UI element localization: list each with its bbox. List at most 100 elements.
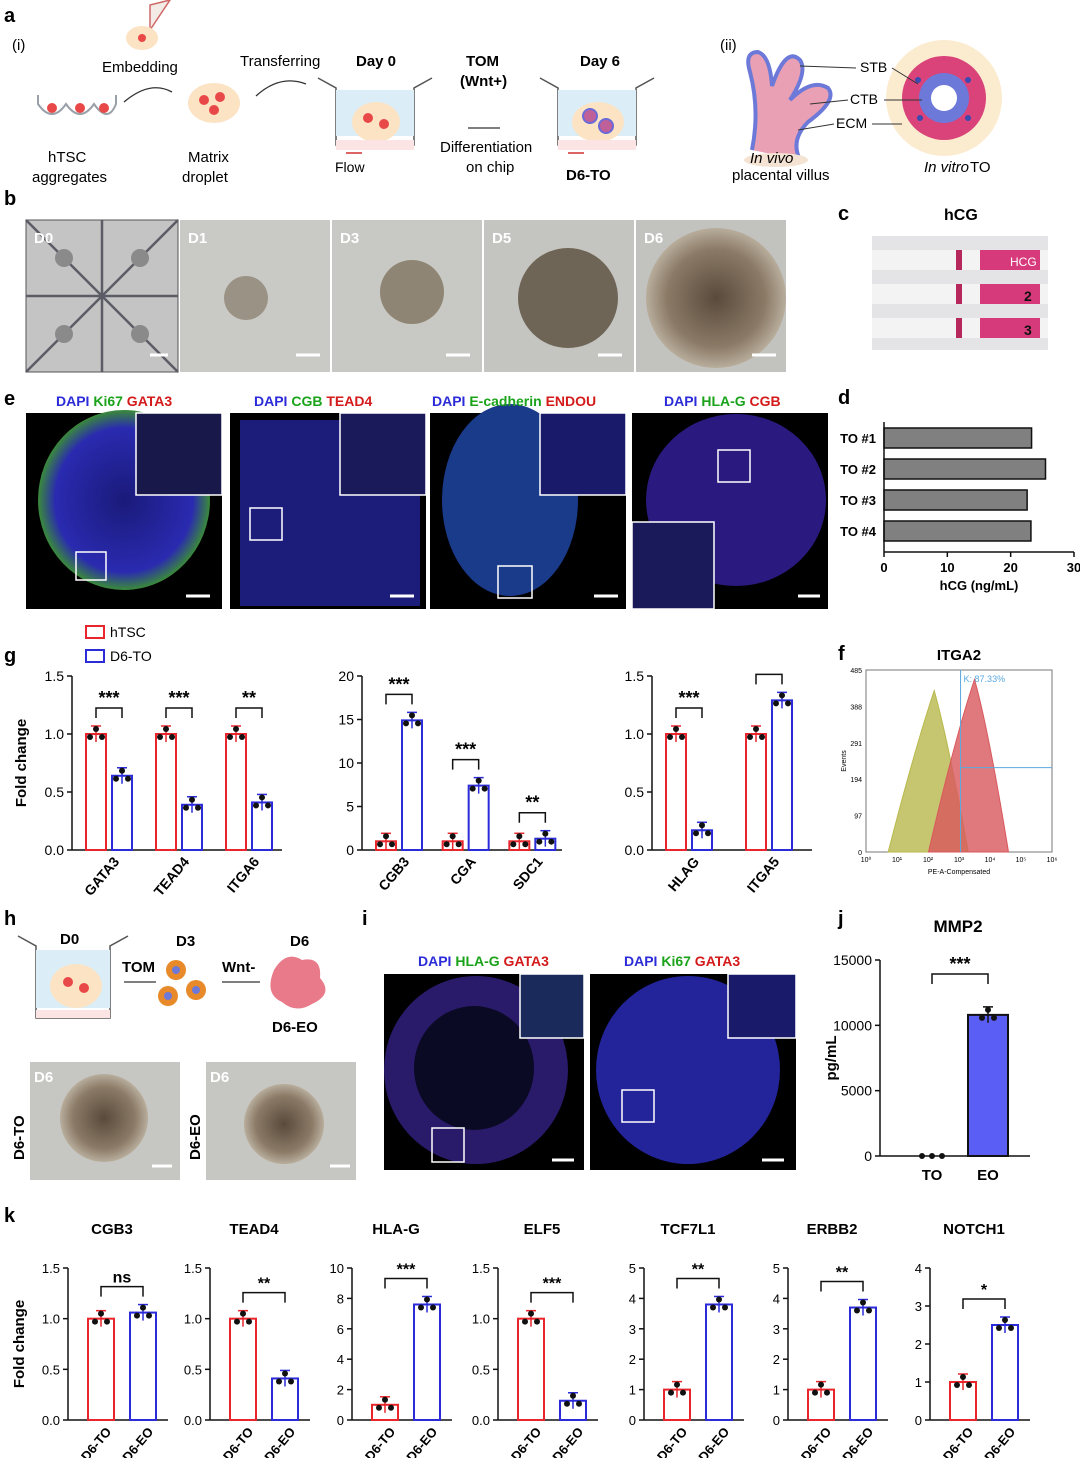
k-HLA-G-tick-label: 0 (337, 1413, 344, 1428)
k-ELF5-bar-D6-EO-point (576, 1400, 582, 1407)
label-day0: Day 0 (356, 53, 396, 70)
k-ELF5-bar-D6-TO-point (522, 1318, 528, 1325)
k-category-label: D6-EO (695, 1424, 732, 1458)
j-title: MMP2 (933, 917, 982, 936)
g-GATA3-bracket (95, 707, 123, 718)
label-on-chip: on chip (466, 159, 514, 176)
if-title-e-2-word: DAPI (254, 393, 287, 409)
k-category-label: D6-EO (119, 1424, 156, 1458)
bar-htsc-ITGA6-point (227, 734, 233, 740)
k-NOTCH1-bar-D6-EO (991, 1324, 1019, 1421)
label-in-vitro: In vitro (924, 159, 969, 176)
flow-histogram-series (927, 677, 1010, 853)
k-category-label: D6-EO (981, 1424, 1018, 1458)
bar-htsc-ITGA5-point (747, 734, 753, 740)
k-category-label: D6-EO (261, 1424, 298, 1458)
k-ELF5-tick-label: 0.0 (472, 1413, 490, 1428)
bar-d6to-ITGA6-point (265, 802, 271, 809)
d3-organoids-icon (158, 960, 206, 1006)
if-title-e-2-word: TEAD4 (322, 393, 372, 409)
k-title-TEAD4: TEAD4 (229, 1221, 279, 1238)
if-title-i-1-word: DAPI (418, 953, 451, 969)
j-tick-label: 0 (864, 1148, 872, 1164)
g-category-label: ITGA6 (224, 853, 263, 895)
k-TEAD4-tick-label: 0.0 (184, 1413, 202, 1428)
arrow-icon (255, 80, 307, 97)
k-ELF5-tick-label: 0.5 (472, 1362, 490, 1377)
bar-d6to-GATA3-point (113, 775, 119, 782)
hcg-x-tick-label: 10 (940, 560, 954, 575)
label-ecm: ECM (836, 115, 867, 131)
j-tick-label: 10000 (833, 1017, 872, 1033)
k-NOTCH1-tick-label: 2 (915, 1337, 922, 1352)
j-y-axis-label: pg/mL (823, 1036, 840, 1081)
g-group1-tick-label: 0.0 (45, 842, 65, 858)
k-ERBB2-bar-D6-EO-point (854, 1307, 860, 1314)
flow-x-tick-label: 10² (923, 857, 934, 864)
bar-d6to-CGA-point (469, 785, 476, 792)
bar-d6to-SDC1-point (548, 838, 555, 845)
k-NOTCH1-bar-D6-TO-point (966, 1382, 972, 1388)
if-title-i-2-word: DAPI (624, 953, 657, 969)
flow-y-tick-label: 194 (850, 777, 862, 784)
bar-htsc-ITGA6 (225, 733, 247, 851)
if-title-e-3-word: ENDOU (542, 393, 596, 409)
g-group2-tick-label: 20 (338, 668, 354, 684)
hcg-category-label: TO #3 (840, 493, 876, 508)
bar-htsc-SDC1-point (522, 841, 529, 848)
k-ELF5-bar-D6-TO (517, 1317, 545, 1421)
bar-d6to-CGB3-point (409, 712, 415, 719)
if-title-e-3: DAPI E-cadherin ENDOU (432, 393, 596, 409)
k-category-label: D6-EO (549, 1424, 586, 1458)
flow-title: ITGA2 (937, 647, 981, 664)
hcg-bar (883, 520, 1032, 542)
label-flow: Flow (335, 159, 365, 175)
flow-y-tick-label: 0 (858, 850, 862, 857)
k-ERBB2-bar-D6-EO-point (860, 1299, 866, 1306)
flow-y-tick-label: 291 (850, 741, 862, 748)
chip-day6-icon (539, 77, 655, 154)
hcg-bar (883, 489, 1028, 511)
flow-x-tick-label: 10⁴ (985, 857, 996, 864)
label-d6-to: D6-TO (566, 167, 611, 184)
label-d5: D5 (492, 230, 511, 247)
k-CGB3-bar-D6-TO-point (92, 1318, 98, 1325)
k-TCF7L1-tick-label: 3 (629, 1322, 636, 1337)
g-category-label: SDC1 (509, 853, 545, 892)
j-category-label: EO (977, 1167, 999, 1184)
k-CGB3-tick-label: 1.0 (42, 1312, 60, 1327)
bar-d6to-CGB3 (401, 719, 423, 851)
flow-y-tick-label: 485 (850, 668, 862, 675)
k-TCF7L1-tick-label: 4 (629, 1291, 636, 1306)
label-d0: D0 (34, 230, 53, 247)
k-category-label: D6-TO (798, 1424, 834, 1458)
j-bar-TO-point (929, 1153, 935, 1159)
legend-swatch-htsc (85, 625, 105, 639)
flow-gate-annotation: K: 87.33% (964, 674, 1006, 684)
k-CGB3-tick-label: 0.0 (42, 1413, 60, 1428)
bar-htsc-ITGA6-point (239, 734, 245, 740)
if-title-i-2-word: GATA3 (691, 953, 740, 969)
hcg-category-label: TO #2 (840, 462, 876, 477)
k-TCF7L1-bar-D6-EO (705, 1303, 733, 1421)
flow-x-tick-label: 10³ (954, 857, 965, 864)
k-TEAD4-bar-D6-EO-point (288, 1378, 294, 1385)
bar-htsc-CGA-point (455, 841, 462, 848)
legend-swatch-d6to (85, 649, 105, 663)
hcg-x-tick-label: 0 (880, 560, 887, 575)
k-TCF7L1-bar-D6-EO-point (722, 1304, 728, 1311)
g-group3-tick-label: 0.0 (625, 842, 645, 858)
bar-d6to-ITGA6-point (253, 802, 259, 809)
panel-letter-c: c (838, 203, 849, 225)
bar-htsc-CGA-point (443, 841, 450, 848)
panel-i-immunofluorescence (384, 973, 797, 1170)
k-CGB3-bar-D6-EO (129, 1311, 157, 1421)
matrix-droplet-icon (188, 83, 240, 123)
label-h-wnt-minus: Wnt- (222, 959, 255, 976)
side-label-d6-to: D6-TO (11, 1115, 28, 1160)
g-category-label: CGA (447, 854, 479, 888)
k-NOTCH1-tick-label: 0 (915, 1413, 922, 1428)
bar-htsc-TEAD4-point (169, 734, 175, 740)
legend-label-htsc: hTSC (110, 624, 146, 640)
flow-x-tick-label: 10⁶ (1047, 857, 1058, 864)
